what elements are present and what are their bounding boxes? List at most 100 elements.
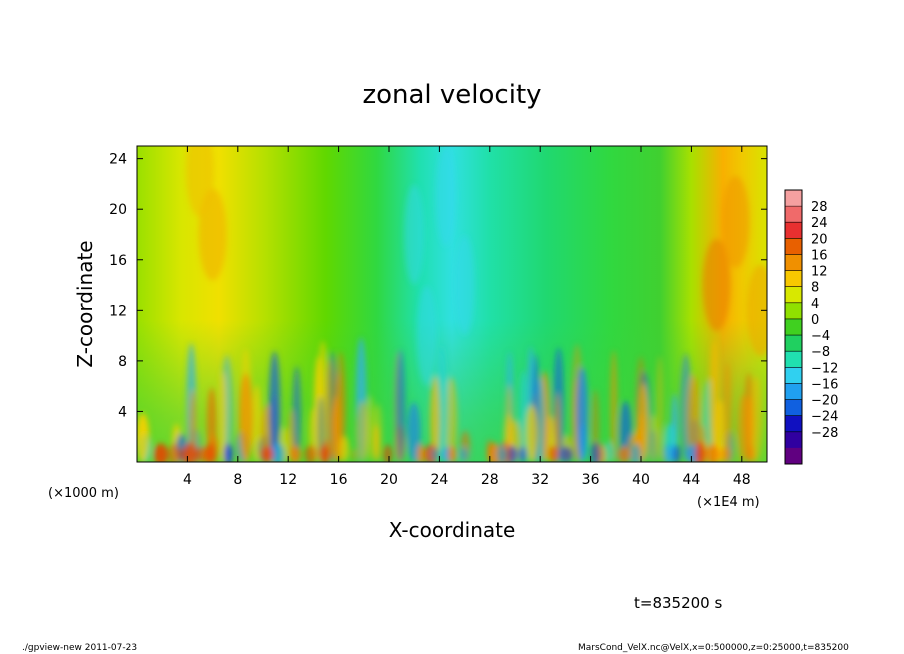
- heatmap-streak: [603, 442, 615, 462]
- colorbar-segment: [785, 335, 802, 352]
- colorbar-label: 8: [811, 281, 819, 296]
- heatmap-surface-spot: [224, 443, 233, 462]
- heatmap-streak: [444, 376, 458, 462]
- x-unit-right: (×1E4 m): [697, 495, 760, 510]
- x-tick-label: 24: [430, 472, 448, 488]
- chart-title: zonal velocity: [362, 80, 541, 110]
- heatmap-surface-spot: [260, 446, 274, 462]
- colorbar-label: −24: [811, 410, 838, 425]
- colorbar-segment: [785, 351, 802, 368]
- y-tick-label: 12: [109, 303, 127, 319]
- colorbar-segment: [785, 270, 802, 288]
- heatmap-surface-spot: [205, 442, 216, 462]
- colorbar-segment: [785, 399, 802, 417]
- heatmap-cool-streak: [454, 235, 475, 336]
- heatmap-surface-spot: [319, 444, 330, 462]
- heatmap-streak: [576, 366, 589, 462]
- colorbar-label: −4: [811, 329, 830, 344]
- time-label: t=835200 s: [634, 594, 723, 612]
- x-axis-label: X-coordinate: [389, 518, 516, 542]
- colorbar-segment: [785, 254, 802, 272]
- colorbar-label: 16: [811, 248, 828, 263]
- colorbar-segment: [785, 318, 802, 336]
- x-tick-label: 20: [380, 472, 398, 488]
- heatmap-streak: [722, 362, 732, 462]
- colorbar-label: −16: [811, 377, 838, 392]
- heatmap-streak: [407, 402, 421, 462]
- y-tick-label: 20: [109, 202, 127, 218]
- heatmap-surface-spot: [430, 447, 439, 462]
- heatmap-surface-spot: [416, 443, 425, 462]
- y-axis: 4 8 12 16 20 24: [109, 152, 767, 420]
- heatmap-cool-streak: [435, 146, 456, 247]
- heatmap-cool-streak: [404, 184, 425, 285]
- colorbar-segment: [785, 431, 802, 449]
- heatmap-surface-spot: [617, 446, 631, 462]
- colorbar-segment: [785, 206, 802, 223]
- heatmap-streak: [218, 372, 227, 462]
- colorbar-segment: [785, 302, 802, 320]
- heatmap-surface-spot: [459, 447, 469, 462]
- x-tick-label: 36: [582, 472, 600, 488]
- colorbar-segment: [785, 383, 802, 401]
- footer-left: ./gpview-new 2011-07-23: [22, 643, 138, 653]
- colorbar-segment: [785, 447, 802, 465]
- heatmap-surface-spot: [289, 445, 301, 462]
- heatmap-surface-spot: [168, 443, 180, 462]
- heatmap-streak: [686, 374, 701, 462]
- heatmap-surface-spot: [382, 444, 393, 462]
- heatmap-streak: [610, 350, 618, 462]
- heatmap-streak: [339, 435, 350, 462]
- heatmap-streak: [430, 375, 441, 462]
- colorbar-segment: [785, 222, 802, 239]
- x-axis: 4 8 12 16 20 24 28 32 36 40 44 48: [183, 146, 751, 488]
- heatmap-surface-spot: [271, 442, 285, 462]
- heatmap-surface-spot: [518, 446, 528, 462]
- heatmap-plume: [702, 239, 731, 332]
- heatmap-streak: [350, 448, 358, 462]
- colorbar-label: 24: [811, 216, 828, 231]
- heatmap-surface-spot: [672, 444, 681, 462]
- x-unit-left: (×1000 m): [48, 486, 119, 501]
- heatmap-streak: [238, 373, 253, 462]
- heatmap-surface-spot: [177, 447, 193, 462]
- colorbar-label: −28: [811, 426, 838, 441]
- colorbar-label: 20: [811, 232, 828, 247]
- heatmap-streak: [292, 366, 301, 462]
- heatmap-streak: [737, 393, 750, 462]
- plot-frame: [136, 145, 768, 463]
- heatmap-streak: [709, 339, 720, 462]
- heatmap-surface-spot: [695, 441, 706, 462]
- x-tick-label: 32: [531, 472, 549, 488]
- x-tick-label: 48: [733, 472, 751, 488]
- y-tick-label: 24: [109, 152, 127, 168]
- colorbar-segment: [785, 367, 802, 384]
- colorbar-label: 28: [811, 200, 828, 215]
- heatmap-surface-spot: [630, 443, 642, 462]
- colorbar-label: 12: [811, 265, 828, 280]
- heatmap-streak: [656, 355, 664, 462]
- heatmap-streak: [324, 359, 336, 462]
- y-tick-label: 16: [109, 253, 127, 269]
- x-tick-label: 28: [481, 472, 499, 488]
- colorbar-segment: [785, 238, 802, 255]
- heatmap-surface-spot: [705, 444, 720, 462]
- colorbar-frame: [784, 189, 803, 465]
- x-tick-label: 44: [682, 472, 700, 488]
- heatmap-surface-spot: [548, 445, 558, 462]
- y-axis-label: Z-coordinate: [73, 240, 97, 367]
- colorbar-label: −20: [811, 394, 838, 409]
- y-tick-label: 8: [118, 354, 127, 370]
- heatmap-streak: [525, 404, 539, 462]
- heatmap-streak: [554, 392, 561, 462]
- heatmap-surface-spot: [720, 446, 732, 462]
- x-tick-label: 8: [233, 472, 242, 488]
- colorbar-label: −12: [811, 361, 838, 376]
- heatmap-streak: [355, 401, 370, 462]
- heatmap-streak: [395, 349, 406, 462]
- heatmap-surface-spot: [558, 446, 573, 462]
- heatmap-plume: [746, 264, 767, 357]
- colorbar-label: 0: [811, 313, 819, 328]
- heatmap-streak: [749, 375, 763, 462]
